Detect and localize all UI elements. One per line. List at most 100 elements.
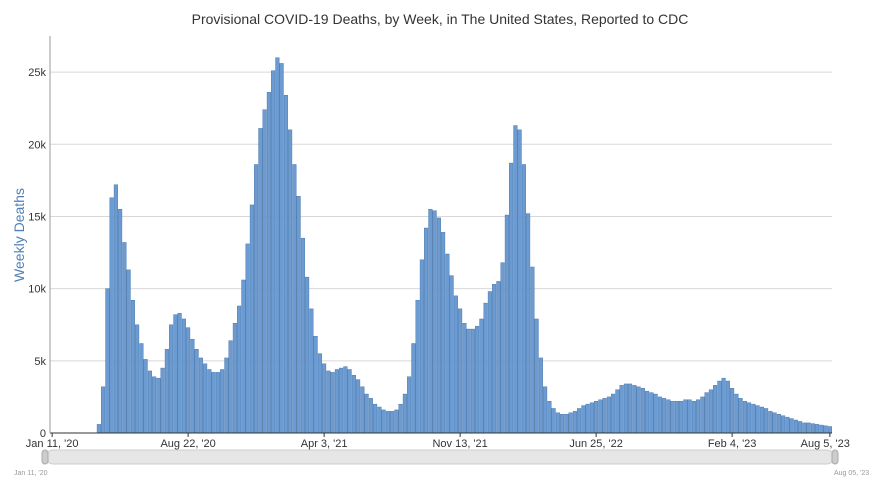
bar[interactable] <box>789 418 794 434</box>
bar[interactable] <box>611 393 616 434</box>
bar[interactable] <box>759 406 764 434</box>
bar[interactable] <box>453 295 458 434</box>
bar[interactable] <box>96 424 101 434</box>
bar[interactable] <box>806 422 811 434</box>
bar[interactable] <box>339 367 344 434</box>
bar[interactable] <box>139 343 144 434</box>
bar[interactable] <box>334 369 339 434</box>
bar[interactable] <box>793 419 798 434</box>
bar[interactable] <box>470 328 475 434</box>
bar[interactable] <box>653 393 658 434</box>
bar[interactable] <box>258 128 263 434</box>
bar[interactable] <box>513 125 518 434</box>
bar[interactable] <box>568 412 573 434</box>
bar[interactable] <box>305 276 310 434</box>
bar[interactable] <box>623 383 628 434</box>
bar[interactable] <box>589 402 594 434</box>
bar[interactable] <box>360 386 365 434</box>
bar[interactable] <box>415 299 420 434</box>
bar[interactable] <box>249 204 254 434</box>
bar[interactable] <box>475 325 480 434</box>
bar[interactable] <box>768 411 773 434</box>
bar[interactable] <box>445 253 450 434</box>
bar[interactable] <box>751 403 756 434</box>
bar[interactable] <box>577 408 582 434</box>
bar[interactable] <box>649 392 654 434</box>
bar[interactable] <box>300 237 305 434</box>
bar[interactable] <box>598 399 603 434</box>
bar[interactable] <box>823 425 828 434</box>
bar[interactable] <box>742 401 747 434</box>
bar[interactable] <box>687 399 692 434</box>
bar[interactable] <box>198 357 203 434</box>
bar[interactable] <box>181 318 186 434</box>
bar[interactable] <box>241 279 246 434</box>
bar[interactable] <box>560 414 565 434</box>
bar[interactable] <box>492 284 497 434</box>
bar[interactable] <box>581 405 586 434</box>
bar[interactable] <box>785 416 790 434</box>
bar[interactable] <box>802 422 807 434</box>
bar[interactable] <box>373 403 378 434</box>
bar[interactable] <box>555 412 560 434</box>
bar[interactable] <box>827 426 832 434</box>
bar[interactable] <box>628 383 633 434</box>
bar[interactable] <box>207 369 212 434</box>
bar[interactable] <box>717 380 722 434</box>
bar[interactable] <box>691 401 696 434</box>
bar[interactable] <box>462 323 467 434</box>
bar[interactable] <box>432 210 437 434</box>
bar[interactable] <box>424 227 429 434</box>
bar[interactable] <box>734 393 739 434</box>
bar[interactable] <box>292 164 297 434</box>
bar[interactable] <box>105 288 110 434</box>
bar[interactable] <box>135 324 140 434</box>
bar[interactable] <box>670 401 675 434</box>
bar[interactable] <box>160 367 165 434</box>
bar[interactable] <box>819 424 824 434</box>
bar[interactable] <box>483 302 488 434</box>
navigator-track[interactable] <box>45 449 835 465</box>
bar[interactable] <box>351 375 356 434</box>
bar[interactable] <box>288 129 293 434</box>
bar[interactable] <box>798 421 803 434</box>
bar[interactable] <box>458 308 463 434</box>
bar[interactable] <box>730 388 735 434</box>
bar[interactable] <box>377 406 382 434</box>
bar[interactable] <box>164 349 169 434</box>
bar[interactable] <box>640 388 645 434</box>
bar[interactable] <box>394 409 399 434</box>
bar[interactable] <box>708 389 713 434</box>
bar[interactable] <box>441 232 446 434</box>
bar[interactable] <box>385 411 390 434</box>
bar[interactable] <box>194 349 199 434</box>
bar[interactable] <box>122 242 127 434</box>
bar[interactable] <box>232 323 237 434</box>
bar[interactable] <box>436 217 441 434</box>
bar[interactable] <box>203 363 208 434</box>
bar[interactable] <box>496 281 501 434</box>
bar[interactable] <box>330 372 335 434</box>
bar[interactable] <box>662 398 667 434</box>
bar[interactable] <box>177 312 182 434</box>
bar[interactable] <box>479 318 484 434</box>
bar[interactable] <box>296 196 301 434</box>
bar[interactable] <box>130 299 135 434</box>
bar[interactable] <box>764 408 769 434</box>
bar[interactable] <box>368 398 373 434</box>
navigator-right-handle[interactable] <box>831 449 839 465</box>
bar[interactable] <box>419 259 424 434</box>
navigator[interactable]: Jan 11, '20 Aug 05, '23 <box>14 449 869 477</box>
bar[interactable] <box>279 63 284 434</box>
bar[interactable] <box>500 262 505 434</box>
bar[interactable] <box>411 343 416 434</box>
bar[interactable] <box>271 70 276 434</box>
bar[interactable] <box>224 357 229 434</box>
bar[interactable] <box>152 376 157 434</box>
bar[interactable] <box>466 328 471 434</box>
bar[interactable] <box>449 275 454 434</box>
navigator-left-handle[interactable] <box>41 449 49 465</box>
bar[interactable] <box>645 390 650 434</box>
bar[interactable] <box>704 392 709 434</box>
bar[interactable] <box>428 209 433 434</box>
